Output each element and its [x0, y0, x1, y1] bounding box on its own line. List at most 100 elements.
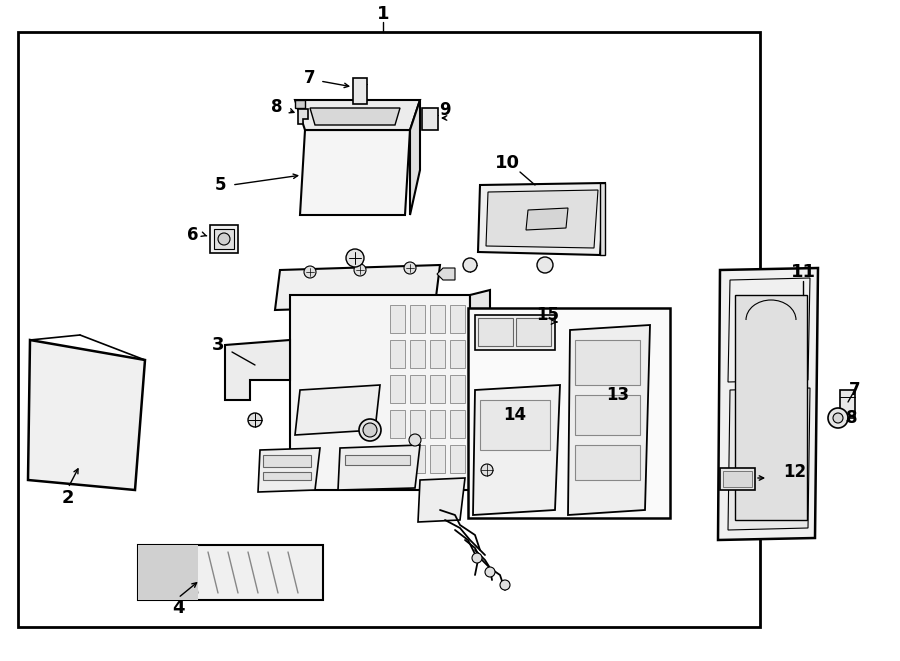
Bar: [475, 315, 555, 350]
Bar: [18, 32, 760, 627]
Polygon shape: [486, 190, 598, 248]
Polygon shape: [410, 100, 420, 215]
Polygon shape: [478, 183, 605, 255]
Bar: [390, 340, 405, 368]
Polygon shape: [473, 385, 560, 515]
Bar: [735, 295, 807, 520]
Polygon shape: [275, 265, 440, 310]
Polygon shape: [568, 325, 650, 515]
Polygon shape: [225, 340, 290, 400]
Polygon shape: [728, 388, 810, 530]
Bar: [138, 545, 323, 600]
Bar: [430, 375, 445, 403]
Bar: [450, 305, 465, 333]
Polygon shape: [295, 100, 420, 130]
Text: 8: 8: [846, 409, 858, 427]
Polygon shape: [310, 108, 400, 125]
Bar: [210, 225, 238, 253]
Polygon shape: [295, 385, 380, 435]
Bar: [422, 108, 438, 130]
Bar: [840, 390, 855, 418]
Bar: [410, 340, 425, 368]
Circle shape: [248, 413, 262, 427]
Bar: [263, 455, 311, 467]
Bar: [723, 471, 752, 487]
Bar: [138, 545, 198, 600]
Bar: [450, 375, 465, 403]
Polygon shape: [295, 100, 305, 108]
Circle shape: [463, 258, 477, 272]
Text: 4: 4: [172, 599, 184, 617]
Bar: [575, 395, 640, 435]
Circle shape: [304, 266, 316, 278]
Text: 7: 7: [850, 381, 860, 399]
Bar: [430, 410, 445, 438]
Polygon shape: [300, 130, 410, 215]
Bar: [720, 468, 755, 490]
Polygon shape: [338, 445, 420, 490]
Text: 2: 2: [62, 489, 74, 507]
Bar: [410, 410, 425, 438]
Polygon shape: [600, 183, 605, 255]
Circle shape: [404, 262, 416, 274]
Polygon shape: [258, 448, 320, 492]
Bar: [353, 78, 367, 104]
Bar: [450, 340, 465, 368]
Bar: [263, 472, 311, 480]
Bar: [410, 445, 425, 473]
Polygon shape: [298, 109, 308, 124]
Text: 9: 9: [439, 101, 451, 119]
Circle shape: [485, 567, 495, 577]
Bar: [410, 305, 425, 333]
Bar: [575, 445, 640, 480]
Circle shape: [354, 264, 366, 276]
Bar: [480, 400, 550, 450]
Polygon shape: [437, 268, 455, 280]
Circle shape: [346, 249, 364, 267]
Bar: [390, 410, 405, 438]
Bar: [390, 375, 405, 403]
Circle shape: [500, 580, 510, 590]
Bar: [516, 318, 551, 346]
Circle shape: [833, 413, 843, 423]
Bar: [430, 305, 445, 333]
Bar: [410, 375, 425, 403]
Text: 1: 1: [377, 5, 389, 23]
Circle shape: [481, 464, 493, 476]
Bar: [468, 308, 670, 518]
Bar: [214, 229, 234, 249]
Bar: [430, 445, 445, 473]
Bar: [290, 295, 470, 490]
Text: 11: 11: [790, 263, 815, 281]
Circle shape: [828, 408, 848, 428]
Bar: [430, 340, 445, 368]
Text: 3: 3: [212, 336, 224, 354]
Bar: [390, 445, 405, 473]
Bar: [450, 410, 465, 438]
Polygon shape: [470, 290, 490, 495]
Text: 5: 5: [214, 176, 226, 194]
Text: 6: 6: [187, 226, 199, 244]
Bar: [345, 455, 410, 465]
Text: 14: 14: [503, 406, 526, 424]
Circle shape: [359, 419, 381, 441]
Text: 12: 12: [783, 463, 806, 481]
Circle shape: [537, 257, 553, 273]
Polygon shape: [418, 478, 465, 522]
Bar: [575, 340, 640, 385]
Bar: [390, 305, 405, 333]
Circle shape: [363, 423, 377, 437]
Text: 10: 10: [494, 154, 519, 172]
Circle shape: [218, 233, 230, 245]
Bar: [478, 318, 513, 346]
Text: 8: 8: [271, 98, 283, 116]
Text: 7: 7: [304, 69, 316, 87]
Polygon shape: [526, 208, 568, 230]
Bar: [450, 445, 465, 473]
Circle shape: [472, 553, 482, 563]
Text: 15: 15: [536, 306, 560, 324]
Polygon shape: [28, 340, 145, 490]
Text: 13: 13: [607, 386, 630, 404]
Polygon shape: [718, 268, 818, 540]
Circle shape: [409, 434, 421, 446]
